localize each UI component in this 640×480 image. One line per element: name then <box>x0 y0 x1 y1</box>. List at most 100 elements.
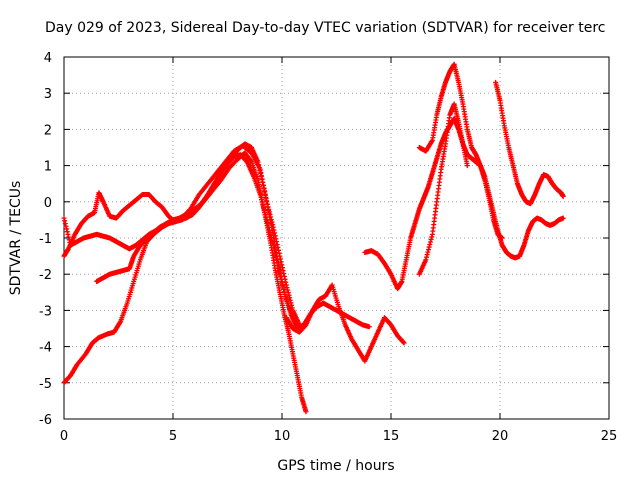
data-point <box>267 214 273 220</box>
data-point <box>258 171 264 177</box>
data-point <box>269 228 275 234</box>
data-point <box>255 159 261 165</box>
data-point <box>279 265 285 271</box>
data-point <box>279 280 285 286</box>
axis-ticks: 0 5 10 15 20 25 -6 -5 -4 -3 -2 -1 0 1 2 3 4 <box>39 51 617 444</box>
data-point <box>260 202 266 208</box>
data-point <box>259 176 265 182</box>
data-point <box>285 287 291 293</box>
data-point <box>258 173 264 179</box>
data-point <box>264 219 270 225</box>
x-tick-label: 10 <box>274 429 291 444</box>
data-point <box>424 252 430 258</box>
data-point <box>61 215 67 221</box>
data-point <box>274 253 280 259</box>
data-point <box>276 250 282 256</box>
data-point <box>269 224 275 230</box>
data-point <box>284 285 290 291</box>
x-tick-label: 25 <box>601 429 618 444</box>
x-tick-label: 15 <box>383 429 400 444</box>
y-tick-label: 0 <box>44 196 52 211</box>
x-tick-label: 0 <box>60 429 68 444</box>
series-sat-g <box>416 101 470 277</box>
data-point <box>257 192 263 198</box>
series-sat-e <box>283 282 407 364</box>
data-point <box>267 217 273 223</box>
data-point <box>62 221 68 227</box>
data-point <box>270 231 276 237</box>
data-point <box>428 236 434 242</box>
series-sat-i <box>493 79 566 207</box>
data-point <box>64 226 70 232</box>
data-point <box>260 204 266 210</box>
data-point <box>265 222 271 228</box>
data-point <box>427 239 433 245</box>
y-tick-label: -4 <box>39 341 52 356</box>
data-point <box>429 234 435 240</box>
data-point <box>265 204 271 210</box>
data-point <box>366 324 372 330</box>
data-point <box>427 242 433 248</box>
data-point <box>256 165 262 171</box>
data-point <box>425 249 431 255</box>
data-point <box>263 194 269 200</box>
data-point <box>424 254 430 260</box>
y-tick-label: 2 <box>44 123 52 138</box>
series-sat-h <box>416 61 505 241</box>
data-point <box>261 207 267 213</box>
data-point <box>281 270 287 276</box>
y-tick-label: 1 <box>44 160 52 175</box>
data-point <box>279 276 285 282</box>
y-axis-title: SDTVAR / TECUs <box>8 181 24 296</box>
data-point <box>264 198 270 204</box>
data-point <box>275 260 281 266</box>
data-point <box>287 297 293 303</box>
y-tick-label: -1 <box>39 232 52 247</box>
series-sat-d <box>94 141 372 331</box>
y-tick-label: 3 <box>44 87 52 102</box>
y-tick-label: -5 <box>39 377 52 392</box>
data-point <box>271 235 277 241</box>
data-point <box>287 295 293 301</box>
data-point <box>266 227 272 233</box>
data-point <box>560 215 566 221</box>
data-point <box>423 257 429 263</box>
data-point <box>280 283 286 289</box>
data-point <box>278 273 284 279</box>
data-point <box>560 193 566 199</box>
data-point <box>264 201 270 207</box>
data-point <box>425 247 431 253</box>
data-points <box>61 61 566 415</box>
data-point <box>277 266 283 272</box>
chart-title: Day 029 of 2023, Sidereal Day-to-day VTE… <box>45 20 605 36</box>
data-point <box>271 239 277 245</box>
data-point <box>256 162 262 168</box>
data-point <box>272 242 278 248</box>
data-point <box>257 168 263 174</box>
data-point <box>262 188 268 194</box>
data-point <box>279 262 285 268</box>
data-point <box>248 158 254 164</box>
series-sat-c <box>61 152 302 331</box>
y-tick-label: -2 <box>39 268 52 283</box>
x-axis-title: GPS time / hours <box>277 458 394 474</box>
data-point <box>262 209 268 215</box>
data-point <box>64 229 70 235</box>
data-point <box>62 218 68 224</box>
data-point <box>276 263 282 269</box>
data-point <box>260 179 266 185</box>
data-point <box>273 246 279 252</box>
data-point <box>277 256 283 262</box>
data-point <box>262 212 268 218</box>
data-point <box>66 234 72 240</box>
data-point <box>499 235 505 241</box>
data-point <box>265 207 271 213</box>
data-point <box>273 249 279 255</box>
y-tick-label: -3 <box>39 304 52 319</box>
data-point <box>281 286 287 292</box>
data-point <box>400 339 406 345</box>
data-point <box>260 182 266 188</box>
data-point <box>268 232 274 238</box>
data-point <box>464 163 470 169</box>
